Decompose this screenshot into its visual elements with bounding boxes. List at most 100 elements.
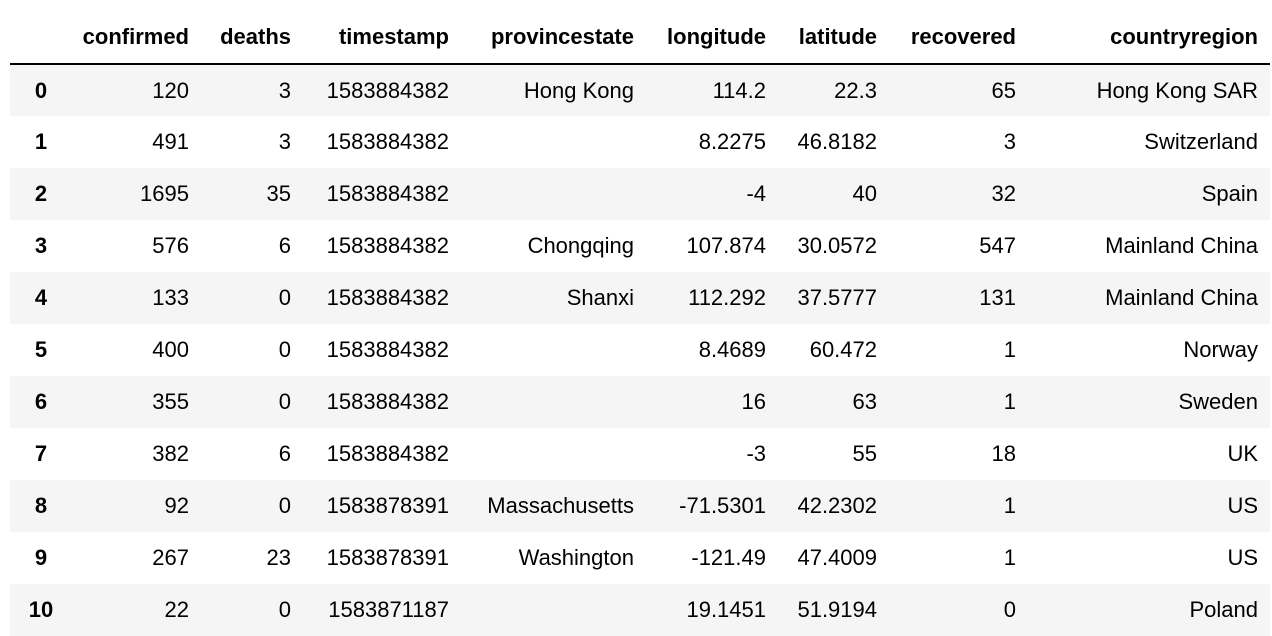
cell-recovered: 65 — [991, 77, 1016, 103]
cell-recovered: 18 — [991, 441, 1016, 466]
row-index: 5 — [34, 337, 48, 362]
cell-longitude: 112.292 — [688, 285, 766, 310]
row-index: 6 — [34, 389, 48, 414]
cell-deaths: 0 — [278, 337, 291, 362]
cell-latitude: 40 — [852, 181, 877, 206]
cell-recovered: 131 — [979, 285, 1016, 310]
cell-countryregion: Spain — [1201, 181, 1258, 206]
row-index: 2 — [34, 181, 48, 206]
table-header: confirmed deaths timestamp provincestate… — [10, 10, 1270, 65]
cell-countryregion: Poland — [1189, 597, 1258, 622]
cell-longitude: -121.49 — [691, 545, 766, 570]
row-index: 9 — [34, 545, 48, 570]
row-index: 10 — [28, 597, 54, 622]
cell-timestamp: 1583884382 — [326, 441, 449, 466]
cell-latitude: 51.9194 — [797, 597, 877, 622]
table-row: 4 133 0 1583884382 Shanxi 112.292 37.5777 131 Ma… — [10, 272, 1270, 324]
cell-confirmed: 355 — [152, 389, 189, 414]
table-body: 0 120 3 1583884382 Hong Kong 114.2 22.3 65 Hong … — [10, 64, 1270, 636]
table-row: 1 491 3 1583884382 8.2275 46.8182 3 Switzerland — [10, 116, 1270, 168]
cell-timestamp: 1583884382 — [326, 337, 449, 362]
cell-confirmed: 382 — [152, 441, 189, 466]
cell-confirmed: 400 — [152, 337, 189, 362]
table-row: 6 355 0 1583884382 16 63 1 Sweden — [10, 376, 1270, 428]
cell-deaths: 0 — [278, 389, 291, 414]
cell-recovered: 3 — [1003, 129, 1016, 154]
cell-latitude: 37.5777 — [797, 285, 877, 310]
cell-deaths: 3 — [278, 129, 291, 154]
header-row: confirmed deaths timestamp provincestate… — [10, 10, 1270, 65]
cell-timestamp: 1583884382 — [326, 389, 449, 414]
cell-recovered: 1 — [1003, 545, 1016, 570]
cell-longitude: 16 — [741, 389, 766, 414]
row-index: 4 — [34, 285, 48, 310]
cell-latitude: 22.3 — [834, 77, 877, 103]
cell-longitude: -4 — [746, 181, 766, 206]
table-row: 5 400 0 1583884382 8.4689 60.472 1 Norway — [10, 324, 1270, 376]
cell-confirmed: 22 — [164, 597, 189, 622]
cell-provincestate — [461, 324, 646, 376]
table-row: 2 1695 35 1583884382 -4 40 32 Spain — [10, 168, 1270, 220]
cell-latitude: 30.0572 — [797, 233, 877, 258]
cell-recovered: 1 — [1003, 493, 1016, 518]
header-confirmed: confirmed — [72, 10, 201, 65]
cell-deaths: 6 — [278, 233, 291, 258]
header-recovered: recovered — [889, 10, 1028, 65]
cell-latitude: 47.4009 — [797, 545, 877, 570]
cell-confirmed: 120 — [152, 77, 189, 103]
cell-countryregion: Hong Kong SAR — [1096, 77, 1258, 103]
cell-timestamp: 1583871187 — [328, 597, 449, 622]
cell-countryregion: US — [1227, 545, 1258, 570]
header-index — [10, 10, 72, 65]
header-longitude: longitude — [646, 10, 778, 65]
cell-longitude: 19.1451 — [686, 597, 766, 622]
cell-provincestate — [461, 168, 646, 220]
row-index: 3 — [34, 233, 48, 258]
cell-countryregion: Sweden — [1178, 389, 1258, 414]
row-index: 0 — [34, 77, 48, 103]
cell-latitude: 60.472 — [809, 337, 877, 362]
cell-provincestate — [461, 428, 646, 480]
cell-recovered: 0 — [1003, 597, 1016, 622]
cell-latitude: 46.8182 — [797, 129, 877, 154]
cell-longitude: -3 — [746, 441, 766, 466]
cell-deaths: 0 — [278, 493, 291, 518]
cell-longitude: 8.4689 — [698, 337, 766, 362]
cell-provincestate — [461, 376, 646, 428]
cell-timestamp: 1583878391 — [326, 493, 449, 518]
cell-provincestate: Massachusetts — [487, 493, 634, 518]
cell-confirmed: 267 — [152, 545, 189, 570]
cell-provincestate: Shanxi — [566, 285, 634, 310]
cell-timestamp: 1583884382 — [326, 285, 449, 310]
cell-countryregion: Switzerland — [1144, 129, 1258, 154]
cell-timestamp: 1583884382 — [326, 233, 449, 258]
header-countryregion: countryregion — [1028, 10, 1270, 65]
header-timestamp: timestamp — [303, 10, 461, 65]
table-row: 8 92 0 1583878391 Massachusetts -71.5301 42.23… — [10, 480, 1270, 532]
cell-recovered: 1 — [1003, 389, 1016, 414]
table-row: 9 267 23 1583878391 Washington -121.49 47.4009… — [10, 532, 1270, 584]
cell-timestamp: 1583884382 — [326, 181, 449, 206]
table-row: 3 576 6 1583884382 Chongqing 107.874 30.0572 54… — [10, 220, 1270, 272]
cell-confirmed: 92 — [164, 493, 189, 518]
cell-longitude: -71.5301 — [679, 493, 766, 518]
row-index: 1 — [34, 129, 48, 154]
cell-recovered: 32 — [991, 181, 1016, 206]
table-row: 10 22 0 1583871187 19.1451 51.9194 0 Poland — [10, 584, 1270, 636]
cell-provincestate — [461, 584, 646, 636]
cell-provincestate: Washington — [518, 545, 634, 570]
cell-countryregion: UK — [1227, 441, 1258, 466]
header-latitude: latitude — [778, 10, 889, 65]
cell-confirmed: 491 — [152, 129, 189, 154]
cell-deaths: 3 — [278, 77, 291, 103]
cell-countryregion: Mainland China — [1105, 285, 1258, 310]
cell-latitude: 42.2302 — [797, 493, 877, 518]
cell-longitude: 8.2275 — [698, 129, 766, 154]
cell-recovered: 1 — [1003, 337, 1016, 362]
cell-countryregion: Norway — [1183, 337, 1258, 362]
cell-countryregion: US — [1227, 493, 1258, 518]
cell-deaths: 35 — [266, 181, 291, 206]
cell-confirmed: 576 — [152, 233, 189, 258]
cell-timestamp: 1583884382 — [326, 129, 449, 154]
cell-confirmed: 1695 — [140, 181, 189, 206]
